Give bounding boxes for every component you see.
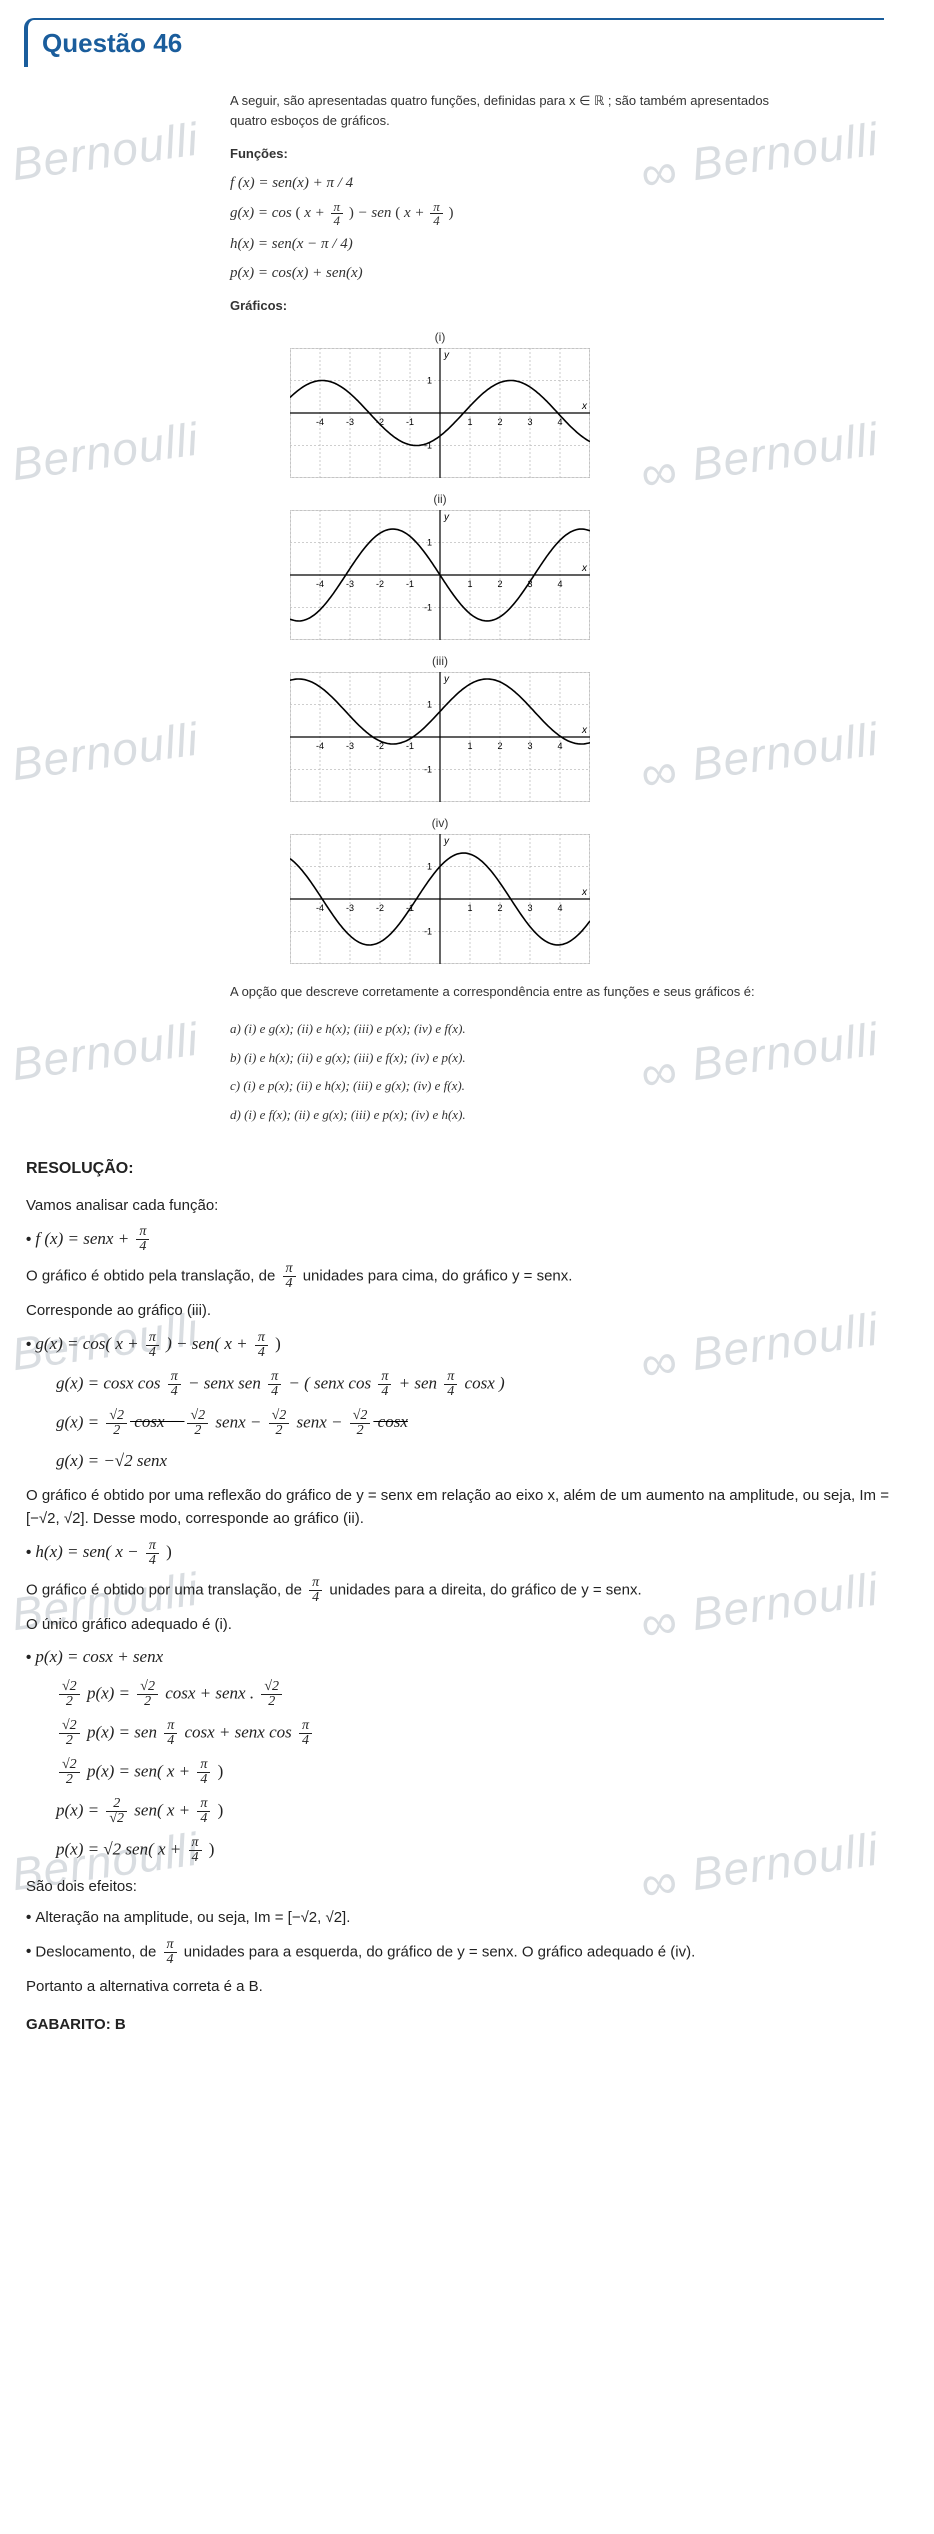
svg-text:1: 1 (427, 375, 432, 385)
option-b: b) (i) e h(x); (ii) e g(x); (iii) e f(x)… (230, 1044, 790, 1073)
svg-text:-2: -2 (376, 579, 384, 589)
p-step3: √22 p(x) = sen( x + π4 ) (56, 1758, 908, 1787)
svg-text:1: 1 (467, 417, 472, 427)
graph-2: (ii) -4-3-2-112341-1xy (290, 490, 790, 640)
question-number: Questão 46 (42, 28, 884, 59)
h-expl-2: O único gráfico adequado é (i). (26, 1613, 908, 1636)
svg-text:y: y (443, 350, 450, 361)
svg-text:1: 1 (427, 699, 432, 709)
f-expl: O gráfico é obtido pela translação, de π… (26, 1262, 908, 1291)
svg-text:4: 4 (557, 579, 562, 589)
g-bullet: g(x) = cos( x + π4 ) − sen( x + π4 ) (26, 1331, 908, 1360)
svg-text:-1: -1 (424, 602, 432, 612)
svg-text:-1: -1 (406, 579, 414, 589)
h-bullet: h(x) = sen( x − π4 ) (26, 1539, 908, 1568)
svg-text:x: x (581, 401, 588, 412)
resolution: RESOLUÇÃO: Vamos analisar cada função: f… (26, 1157, 908, 1997)
graph-1: (i) -4-3-2-112341-1xy (290, 328, 790, 478)
svg-text:1: 1 (427, 861, 432, 871)
gabarito: GABARITO: B (26, 2016, 908, 2033)
svg-text:-1: -1 (424, 764, 432, 774)
svg-text:-4: -4 (316, 903, 324, 913)
func-h: h(x) = sen(x − π / 4) (230, 233, 790, 256)
g-final: g(x) = −√2 senx (56, 1448, 908, 1474)
p-effects: São dois efeitos: (26, 1875, 908, 1898)
svg-text:1: 1 (467, 741, 472, 751)
svg-text:y: y (443, 512, 450, 523)
func-f: f (x) = sen(x) + π / 4 (230, 172, 790, 195)
p-step1: √22 p(x) = √22 cosx + senx . √22 (56, 1680, 908, 1709)
option-a: a) (i) e g(x); (ii) e h(x); (iii) e p(x)… (230, 1015, 790, 1044)
p-step5: p(x) = √2 sen( x + π4 ) (56, 1836, 908, 1865)
p-e2: Deslocamento, de π4 unidades para a esqu… (26, 1938, 908, 1967)
svg-text:y: y (443, 836, 450, 847)
options-list: a) (i) e g(x); (ii) e h(x); (iii) e p(x)… (230, 1015, 790, 1129)
p-e1: Alteração na amplitude, ou seja, Im = [−… (26, 1906, 908, 1929)
svg-text:-4: -4 (316, 417, 324, 427)
graph-4: (iv) -4-3-2-112341-1xy (290, 814, 790, 964)
svg-text:2: 2 (497, 579, 502, 589)
svg-text:x: x (581, 725, 588, 736)
svg-text:x: x (581, 563, 588, 574)
p-step2: √22 p(x) = sen π4 cosx + senx cos π4 (56, 1719, 908, 1748)
p-bullet: p(x) = cosx + senx (26, 1644, 908, 1670)
svg-text:-1: -1 (406, 417, 414, 427)
resol-l1: Vamos analisar cada função: (26, 1194, 908, 1217)
g-step1: g(x) = cosx cos π4 − senx sen π4 − ( sen… (56, 1370, 908, 1399)
svg-text:-3: -3 (346, 903, 354, 913)
g-expl: O gráfico é obtido por uma reflexão do g… (26, 1484, 908, 1531)
p-step4: p(x) = 2√2 sen( x + π4 ) (56, 1797, 908, 1826)
graphs-container: (i) -4-3-2-112341-1xy (ii) -4-3-2-112341… (290, 328, 790, 964)
svg-text:2: 2 (497, 741, 502, 751)
graphs-heading: Gráficos: (230, 296, 790, 316)
svg-text:1: 1 (467, 579, 472, 589)
h-expl: O gráfico é obtido por uma translação, d… (26, 1576, 908, 1605)
func-g: g(x) = cos ( x + π4 ) − sen ( x + π4 ) (230, 200, 790, 227)
svg-text:1: 1 (467, 903, 472, 913)
g-step2: g(x) = √22 cosx − √22 senx − √22 senx − … (56, 1409, 908, 1438)
svg-text:2: 2 (497, 903, 502, 913)
option-d: d) (i) e f(x); (ii) e g(x); (iii) e p(x)… (230, 1101, 790, 1130)
svg-text:-1: -1 (406, 741, 414, 751)
graph-3: (iii) -4-3-2-112341-1xy (290, 652, 790, 802)
svg-text:3: 3 (527, 741, 532, 751)
svg-text:3: 3 (527, 417, 532, 427)
svg-text:x: x (581, 887, 588, 898)
resolution-heading: RESOLUÇÃO: (26, 1157, 908, 1182)
intro-text: A seguir, são apresentadas quatro funçõe… (230, 91, 790, 130)
functions-heading: Funções: (230, 144, 790, 164)
svg-text:-4: -4 (316, 741, 324, 751)
svg-text:3: 3 (527, 903, 532, 913)
svg-text:4: 4 (557, 741, 562, 751)
svg-text:1: 1 (427, 537, 432, 547)
conclusion: Portanto a alternativa correta é a B. (26, 1975, 908, 1998)
svg-text:2: 2 (497, 417, 502, 427)
svg-text:-3: -3 (346, 579, 354, 589)
svg-text:4: 4 (557, 903, 562, 913)
option-c: c) (i) e p(x); (ii) e h(x); (iii) e g(x)… (230, 1072, 790, 1101)
f-bullet: f (x) = senx + π4 (26, 1225, 908, 1254)
svg-text:y: y (443, 674, 450, 685)
svg-text:-3: -3 (346, 417, 354, 427)
svg-text:-3: -3 (346, 741, 354, 751)
func-p: p(x) = cos(x) + sen(x) (230, 262, 790, 285)
question-header: Questão 46 (24, 18, 884, 67)
question-lead: A opção que descreve corretamente a corr… (230, 982, 790, 1002)
problem-statement: A seguir, são apresentadas quatro funçõe… (230, 91, 790, 1129)
svg-text:-2: -2 (376, 903, 384, 913)
svg-text:-1: -1 (424, 926, 432, 936)
svg-text:4: 4 (557, 417, 562, 427)
svg-text:-4: -4 (316, 579, 324, 589)
f-expl-2: Corresponde ao gráfico (iii). (26, 1299, 908, 1322)
